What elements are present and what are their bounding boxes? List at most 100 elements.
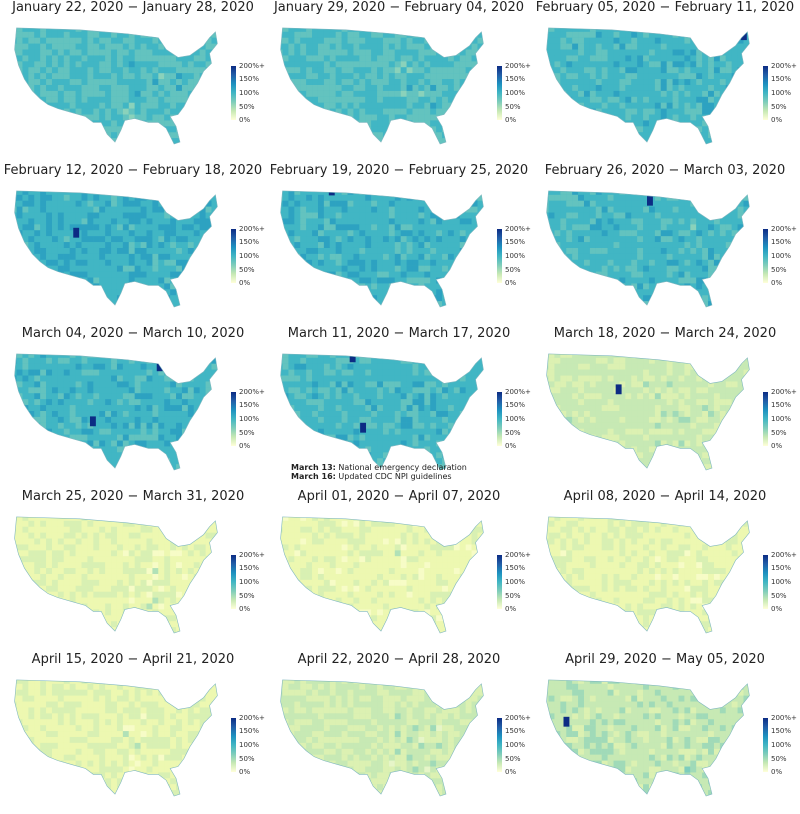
legend-tick: 0% — [771, 116, 782, 124]
legend-tick: 150% — [239, 75, 259, 83]
legend-tick: 150% — [239, 238, 259, 246]
legend-tick: 200%+ — [505, 388, 531, 396]
colorbar — [763, 229, 768, 283]
legend-tick: 50% — [239, 755, 255, 763]
legend-tick: 100% — [505, 89, 525, 97]
us-county-map — [276, 346, 486, 474]
panel-title: April 15, 2020 − April 21, 2020 — [0, 652, 266, 667]
legend-tick: 200%+ — [239, 62, 265, 70]
us-county-map — [276, 20, 486, 148]
panel-title: March 11, 2020 − March 17, 2020 — [266, 326, 532, 341]
map-panel: February 26, 2020 − March 03, 2020 200%+ 1… — [532, 165, 798, 325]
legend-tick: 100% — [771, 741, 791, 749]
legend-tick: 150% — [771, 75, 791, 83]
legend-tick: 150% — [505, 564, 525, 572]
legend-tick: 0% — [505, 442, 516, 450]
legend-tick: 50% — [771, 266, 787, 274]
colorbar — [497, 555, 502, 609]
us-county-map — [542, 20, 752, 148]
us-county-map — [276, 672, 486, 800]
legend-tick: 100% — [505, 741, 525, 749]
color-legend: 200%+ 150% 100% 50% 0% — [486, 551, 532, 621]
legend-tick: 50% — [505, 592, 521, 600]
legend-tick: 50% — [771, 755, 787, 763]
legend-tick: 100% — [505, 252, 525, 260]
panel-title: March 04, 2020 − March 10, 2020 — [0, 326, 266, 341]
legend-tick: 150% — [505, 401, 525, 409]
legend-tick: 200%+ — [239, 714, 265, 722]
legend-tick: 0% — [771, 768, 782, 776]
us-county-map — [542, 346, 752, 474]
legend-tick: 50% — [505, 266, 521, 274]
color-legend: 200%+150%100%50%0% — [752, 62, 798, 132]
panel-title: February 05, 2020 − February 11, 2020 — [532, 0, 798, 15]
colorbar — [231, 229, 236, 283]
color-legend: 200%+150%100%50%0% — [220, 225, 266, 295]
legend-tick: 100% — [505, 578, 525, 586]
legend-tick: 150% — [771, 401, 791, 409]
legend-tick: 50% — [771, 592, 787, 600]
us-county-map — [10, 183, 220, 311]
legend-tick: 0% — [239, 768, 250, 776]
legend-tick: 150% — [239, 401, 259, 409]
legend-tick: 50% — [239, 103, 255, 111]
color-legend: 200%+150%100%50%0% — [752, 714, 798, 784]
us-county-map — [542, 183, 752, 311]
legend-tick: 200%+ — [505, 225, 531, 233]
panel-title: February 26, 2020 − March 03, 2020 — [532, 163, 798, 178]
legend-tick: 100% — [239, 578, 259, 586]
legend-tick: 100% — [771, 578, 791, 586]
map-panel: January 22, 2020 − January 28, 2020 200%+… — [0, 2, 266, 162]
panel-title: April 29, 2020 − May 05, 2020 — [532, 652, 798, 667]
panel-title: April 22, 2020 − April 28, 2020 — [266, 652, 532, 667]
legend-tick: 50% — [771, 429, 787, 437]
legend-tick: 200%+ — [771, 62, 797, 70]
colorbar — [497, 66, 502, 120]
colorbar — [231, 392, 236, 446]
legend-tick: 50% — [505, 755, 521, 763]
colorbar — [763, 718, 768, 772]
color-legend: 200%+150%100%50%0% — [486, 62, 532, 132]
color-legend: 200%+150%100%50%0% — [220, 388, 266, 458]
panel-title: January 29, 2020 − February 04, 2020 — [266, 0, 532, 15]
legend-tick: 100% — [239, 415, 259, 423]
legend-tick: 200%+ — [505, 551, 531, 559]
color-legend: 200%+150%100%50%0% — [752, 551, 798, 621]
legend-tick: 150% — [505, 75, 525, 83]
panel-title: April 08, 2020 − April 14, 2020 — [532, 489, 798, 504]
panel-title: January 22, 2020 − January 28, 2020 — [0, 0, 266, 15]
color-legend: 200%+150%100%50%0% — [752, 388, 798, 458]
legend-tick: 100% — [771, 252, 791, 260]
event-annotation: March 13: National emergency declaration… — [291, 463, 467, 481]
us-county-map — [542, 672, 752, 800]
legend-tick: 100% — [505, 415, 525, 423]
legend-tick: 0% — [239, 605, 250, 613]
legend-tick: 150% — [239, 564, 259, 572]
legend-tick: 200%+ — [771, 388, 797, 396]
legend-tick: 150% — [771, 727, 791, 735]
legend-tick: 100% — [239, 89, 259, 97]
color-legend: 200%+150%100%50%0% — [486, 714, 532, 784]
legend-tick: 100% — [239, 252, 259, 260]
panel-title: April 01, 2020 − April 07, 2020 — [266, 489, 532, 504]
legend-tick: 200%+ — [239, 551, 265, 559]
colorbar — [231, 718, 236, 772]
legend-tick: 200%+ — [771, 225, 797, 233]
legend-tick: 0% — [505, 605, 516, 613]
legend-tick: 50% — [239, 266, 255, 274]
legend-tick: 200%+ — [239, 388, 265, 396]
annotation-text-1: National emergency declaration — [338, 463, 466, 472]
colorbar — [763, 66, 768, 120]
us-county-map — [10, 20, 220, 148]
legend-tick: 200%+ — [505, 714, 531, 722]
colorbar — [231, 66, 236, 120]
colorbar — [763, 555, 768, 609]
colorbar — [497, 392, 502, 446]
legend-tick: 50% — [505, 429, 521, 437]
color-legend: 200%+150%100%50%0% — [220, 551, 266, 621]
us-county-map — [10, 509, 220, 637]
